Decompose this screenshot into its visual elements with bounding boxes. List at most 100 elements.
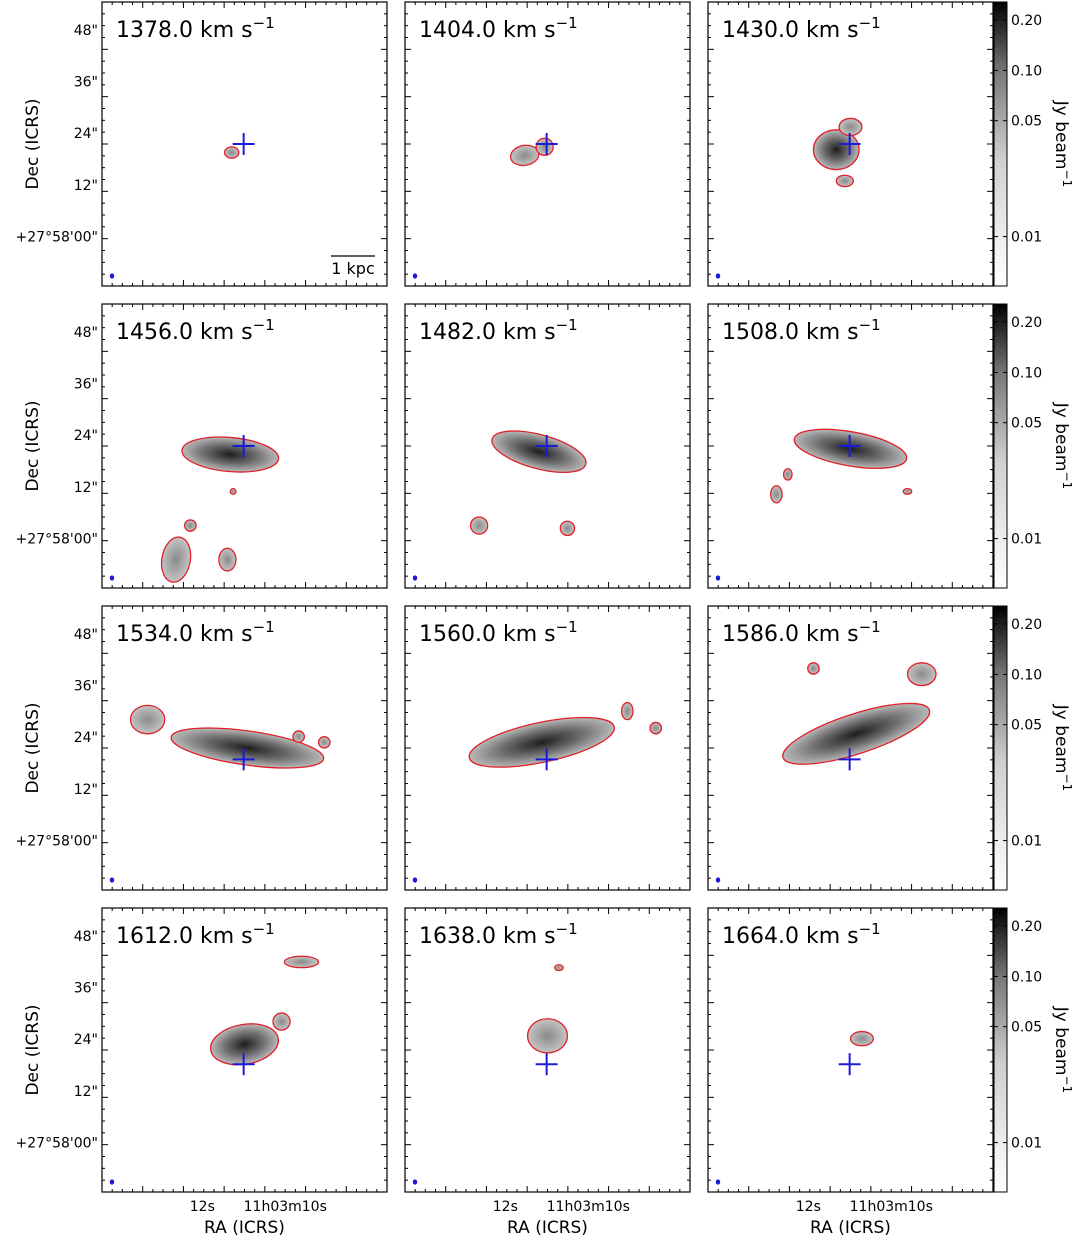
colorbar-label-exp: −1 <box>1060 472 1073 490</box>
emission-contour <box>807 662 820 675</box>
velocity-unit-exp: −1 <box>556 920 578 938</box>
beam-ellipse <box>412 1179 418 1185</box>
emission-contour <box>835 174 855 188</box>
colorbar-tick-label: 0.01 <box>1011 230 1042 246</box>
velocity-label: 1378.0 km s−1 <box>116 14 275 43</box>
channel-panel-1404.0: 1404.0 km s−1 <box>404 1 691 287</box>
beam-ellipse <box>412 575 418 581</box>
emission-contour <box>553 964 564 972</box>
emission-contour <box>902 487 913 495</box>
colorbar-tick-label: 0.01 <box>1011 532 1042 548</box>
colorbar-label: Jy beam−1 <box>1051 402 1073 489</box>
velocity-label: 1638.0 km s−1 <box>419 920 578 949</box>
emission-contour <box>272 1012 291 1031</box>
colorbar-tick-label: 0.20 <box>1011 13 1042 29</box>
colorbar-gradient <box>993 1 1008 287</box>
y-tick-label: 12" <box>74 480 98 496</box>
colorbar-tick-label: 0.05 <box>1011 416 1042 432</box>
y-tick-label: 36" <box>74 75 98 91</box>
velocity-label: 1586.0 km s−1 <box>722 618 881 647</box>
emission-contour <box>535 137 554 157</box>
y-tick-label: 24" <box>74 126 98 142</box>
x-tick-label: 11h03m10s <box>244 1199 327 1215</box>
emission-contour <box>906 662 937 687</box>
y-tick-label: +27°58'00" <box>16 532 98 548</box>
beam-ellipse <box>715 1179 721 1185</box>
emission-contour <box>317 735 331 749</box>
channel-panel-1378.0: 1378.0 km s−1 1 kpc <box>101 1 388 287</box>
x-axis-label: RA (ICRS) <box>204 1218 285 1238</box>
beam-ellipse <box>715 877 721 883</box>
velocity-unit-exp: −1 <box>556 618 578 636</box>
channel-panel-1664.0: 1664.0 km s−1 <box>707 907 994 1193</box>
velocity-label: 1404.0 km s−1 <box>419 14 578 43</box>
x-tick-label: 12s <box>190 1199 215 1215</box>
y-tick-label: +27°58'00" <box>16 1136 98 1152</box>
velocity-unit-exp: −1 <box>253 618 275 636</box>
colorbar-tick-label: 0.20 <box>1011 919 1042 935</box>
colorbar-tick-label: 0.01 <box>1011 1136 1042 1152</box>
colorbar-label-exp: −1 <box>1060 170 1073 188</box>
emission-contour <box>849 1030 874 1047</box>
channel-panel-1430.0: 1430.0 km s−1 <box>707 1 994 287</box>
colorbar-tick-label: 0.20 <box>1011 315 1042 331</box>
emission-contour <box>812 129 860 171</box>
x-axis-label: RA (ICRS) <box>810 1218 891 1238</box>
colorbar-tick-label: 0.10 <box>1011 63 1042 79</box>
velocity-unit-exp: −1 <box>253 920 275 938</box>
velocity-label: 1612.0 km s−1 <box>116 920 275 949</box>
colorbar-tick-label: 0.10 <box>1011 365 1042 381</box>
velocity-unit-exp: −1 <box>253 14 275 32</box>
velocity-unit-exp: −1 <box>859 14 881 32</box>
emission-contour <box>782 702 931 765</box>
colorbar-tick-label: 0.05 <box>1011 718 1042 734</box>
emission-contour <box>649 721 663 735</box>
emission-contour <box>469 516 489 535</box>
channel-panel-1612.0: 1612.0 km s−1 <box>101 907 388 1193</box>
y-tick-label: 36" <box>74 981 98 997</box>
x-tick-label: 12s <box>796 1199 821 1215</box>
y-tick-label: +27°58'00" <box>16 230 98 246</box>
y-axis-label: Dec (ICRS) <box>23 98 43 189</box>
colorbar: 0.20 0.10 0.05 0.01 Jy beam−1 <box>993 303 1073 589</box>
colorbar-gradient <box>993 907 1008 1193</box>
colorbar-gradient <box>993 605 1008 891</box>
colorbar-label-exp: −1 <box>1060 774 1073 792</box>
velocity-unit-exp: −1 <box>556 316 578 334</box>
panel-background <box>708 908 993 1192</box>
velocity-label: 1560.0 km s−1 <box>419 618 578 647</box>
colorbar: 0.20 0.10 0.05 0.01 Jy beam−1 <box>993 907 1073 1193</box>
y-tick-label: 12" <box>74 1084 98 1100</box>
velocity-label: 1534.0 km s−1 <box>116 618 275 647</box>
colorbar-tick-label: 0.01 <box>1011 834 1042 850</box>
y-tick-label: 24" <box>74 1032 98 1048</box>
colorbar-tick-label: 0.05 <box>1011 1020 1042 1036</box>
y-axis-label: Dec (ICRS) <box>23 1004 43 1095</box>
colorbar: 0.20 0.10 0.05 0.01 Jy beam−1 <box>993 605 1073 891</box>
colorbar-tick-label: 0.10 <box>1011 969 1042 985</box>
emission-contour <box>223 146 240 159</box>
colorbar-gradient <box>993 303 1008 589</box>
colorbar-label: Jy beam−1 <box>1051 704 1073 791</box>
y-tick-label: 24" <box>74 730 98 746</box>
velocity-label: 1482.0 km s−1 <box>419 316 578 345</box>
velocity-unit-exp: −1 <box>859 316 881 334</box>
channel-panel-1508.0: 1508.0 km s−1 <box>707 303 994 589</box>
beam-ellipse <box>715 273 721 279</box>
channel-panel-1456.0: 1456.0 km s−1 <box>101 303 388 589</box>
colorbar-label: Jy beam−1 <box>1051 1006 1073 1093</box>
scale-bar-label: 1 kpc <box>331 259 374 278</box>
y-tick-label: 48" <box>74 325 98 341</box>
y-tick-label: 12" <box>74 178 98 194</box>
beam-ellipse <box>412 273 418 279</box>
beam-ellipse <box>109 1179 115 1185</box>
y-tick-label: +27°58'00" <box>16 834 98 850</box>
channel-panel-1586.0: 1586.0 km s−1 <box>707 605 994 891</box>
emission-contour <box>292 730 305 743</box>
x-axis-label: RA (ICRS) <box>507 1218 588 1238</box>
beam-ellipse <box>412 877 418 883</box>
velocity-label: 1664.0 km s−1 <box>722 920 881 949</box>
y-axis-label: Dec (ICRS) <box>23 400 43 491</box>
channel-panel-1482.0: 1482.0 km s−1 <box>404 303 691 589</box>
emission-contour <box>491 430 587 474</box>
